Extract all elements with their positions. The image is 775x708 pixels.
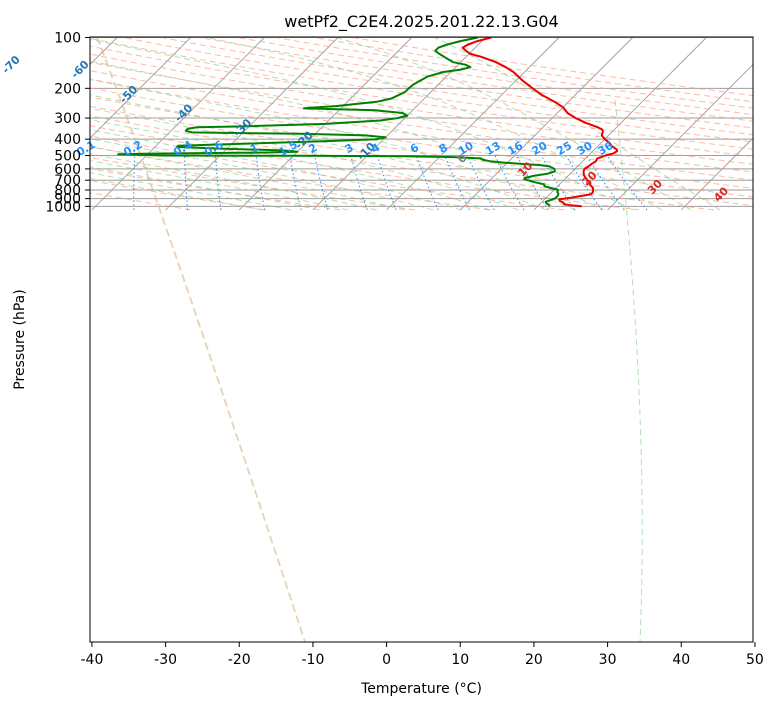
dry-adiabat-line — [90, 179, 266, 211]
mixing-ratio-line — [467, 155, 495, 211]
dry-adiabat-line — [237, 37, 753, 116]
mixing-ratio-line — [540, 155, 576, 211]
x-tick-label: 0 — [382, 652, 391, 668]
dry-adiabat-line — [275, 37, 753, 109]
plot-frame — [89, 36, 754, 643]
dry-adiabat-line — [90, 45, 753, 150]
y-tick-label: 500 — [54, 149, 81, 165]
dewpoint-profile-line — [117, 37, 560, 207]
x-tick-label: 40 — [672, 652, 690, 668]
dry-adiabat-line — [90, 115, 714, 211]
y-tick-label: 800 — [54, 183, 81, 199]
y-tick-label: 700 — [54, 173, 81, 189]
y-tick-label: 200 — [54, 81, 81, 97]
moist-adiabat-line — [90, 166, 320, 211]
x-tick-label: -30 — [154, 652, 177, 668]
moist-adiabat-line — [90, 78, 576, 211]
axes: -40 -30 -20 -10 0 10 20 30 40 50 100 200 300 40050060… — [45, 31, 763, 669]
moist-adiabat-line — [336, 37, 692, 211]
x-tick-label: -20 — [228, 652, 251, 668]
mixing-ratio-line — [377, 155, 397, 211]
dry-adiabat-line — [90, 156, 415, 211]
x-tick-label: 10 — [451, 652, 469, 668]
isotherm-line — [607, 63, 753, 211]
chart-title: wetPf2_C2E4.2025.201.22.13.G04 — [284, 12, 558, 32]
moist-adiabat-line — [90, 94, 548, 211]
temperature-profile-line — [461, 37, 619, 208]
y-tick-label: 600 — [54, 162, 81, 178]
dry-adiabat-line — [90, 135, 565, 211]
x-tick-label: 50 — [746, 652, 764, 668]
isotherm-line — [680, 137, 753, 211]
dry-adiabat-line — [90, 192, 191, 211]
moist-adiabat-line — [90, 129, 462, 211]
mixing-ratio-line — [494, 155, 525, 211]
dry-adiabat-line — [90, 87, 753, 189]
dry-adiabat-line — [90, 78, 753, 181]
moist-adiabat-line — [434, 37, 721, 211]
y-tick-label: 400 — [54, 132, 81, 148]
moist-adiabat-line — [90, 138, 434, 211]
y-tick-label: 100 — [54, 31, 81, 47]
moist-adiabat-line — [90, 160, 349, 211]
y-axis-label: Pressure (hPa) — [12, 289, 28, 389]
mixing-ratio-line — [586, 155, 625, 211]
isotherm-line — [533, 37, 707, 211]
x-axis-label: Temperature (°C) — [360, 681, 482, 697]
mixing-ratio-line — [415, 155, 439, 211]
dry-adiabat-line — [123, 37, 753, 136]
moist-adiabat-line — [90, 119, 491, 211]
dry-adiabat-line — [90, 145, 490, 211]
mixing-ratio-line — [444, 155, 470, 211]
isotherm-line — [386, 37, 560, 211]
isotherm-line — [459, 37, 634, 211]
moist-adiabat-line — [207, 37, 663, 211]
isotherm-line — [91, 37, 265, 211]
y-tick-label: 900 — [54, 192, 81, 208]
moist-adiabat-line — [90, 146, 406, 211]
isotherm-line — [90, 37, 192, 139]
moist-adiabat-line — [90, 172, 291, 211]
x-tick-label: -10 — [301, 652, 324, 668]
mixing-ratio-line — [565, 155, 603, 211]
dry-adiabat-line — [90, 105, 753, 207]
x-tick-label: 20 — [525, 652, 543, 668]
dry-adiabat-line — [199, 37, 753, 122]
x-tick-label: -40 — [80, 652, 103, 668]
mixing-ratio-line — [606, 155, 648, 211]
mixing-ratio-line — [350, 155, 368, 211]
moist-adiabat-line — [90, 107, 519, 211]
decorative-adiabat-line — [96, 37, 306, 642]
isotherm-line — [165, 37, 339, 211]
dry-adiabat-line — [90, 61, 753, 165]
x-tick-label: 30 — [599, 652, 617, 668]
dry-adiabat-line — [90, 96, 753, 198]
decorative-moist-line — [614, 99, 643, 642]
moist-adiabat-line — [90, 60, 605, 211]
mixing-ratio-line — [516, 155, 549, 211]
y-tick-label: 300 — [54, 111, 81, 127]
background-lines — [90, 37, 753, 642]
y-tick-label: 1000 — [45, 199, 81, 215]
profile-series — [117, 37, 619, 208]
